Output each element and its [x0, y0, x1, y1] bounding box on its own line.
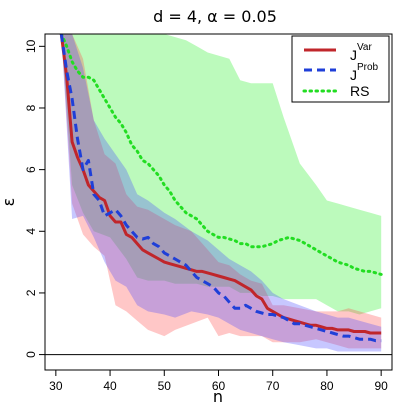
legend: JVar JProb RS	[291, 35, 390, 103]
x-tick-label-60: 60	[212, 379, 226, 393]
series-line-rs	[59, 34, 383, 276]
y-tick-label-8: 8	[24, 104, 38, 111]
band-rs	[61, 34, 382, 315]
y-tick-label-2: 2	[24, 289, 38, 296]
legend-label-jprob: JProb	[350, 62, 379, 83]
series-line-j-var	[59, 34, 382, 335]
chart-title: d = 4, α = 0.05	[153, 7, 277, 26]
y-tick-label-4: 4	[24, 228, 38, 235]
x-axis: 30 40 50 60 70 80 90	[49, 370, 388, 393]
x-axis-label: n	[213, 387, 223, 406]
band-j-var	[61, 34, 382, 349]
y-axis: 0 2 4 6 8 10	[24, 39, 45, 358]
y-tick-label-0: 0	[24, 351, 38, 358]
y-tick-label-10: 10	[24, 39, 38, 53]
confidence-bands	[61, 34, 382, 352]
x-tick-label-40: 40	[103, 379, 117, 393]
legend-label-jvar-sup: Var	[357, 42, 372, 53]
x-tick-label-80: 80	[320, 379, 334, 393]
x-tick-label-70: 70	[266, 379, 280, 393]
legend-label-rs: RS	[350, 83, 369, 99]
x-tick-label-90: 90	[374, 379, 388, 393]
band-j-prob	[61, 34, 382, 352]
legend-label-jprob-sup: Prob	[357, 62, 379, 73]
x-tick-label-50: 50	[158, 379, 172, 393]
legend-label-jvar-base: J	[350, 47, 357, 63]
x-tick-label-30: 30	[49, 379, 63, 393]
y-axis-label: ε	[0, 198, 18, 207]
series-lines	[59, 34, 383, 343]
y-tick-label-6: 6	[24, 166, 38, 173]
legend-label-jprob-base: J	[350, 67, 357, 83]
legend-label-jvar: JVar	[350, 42, 372, 63]
